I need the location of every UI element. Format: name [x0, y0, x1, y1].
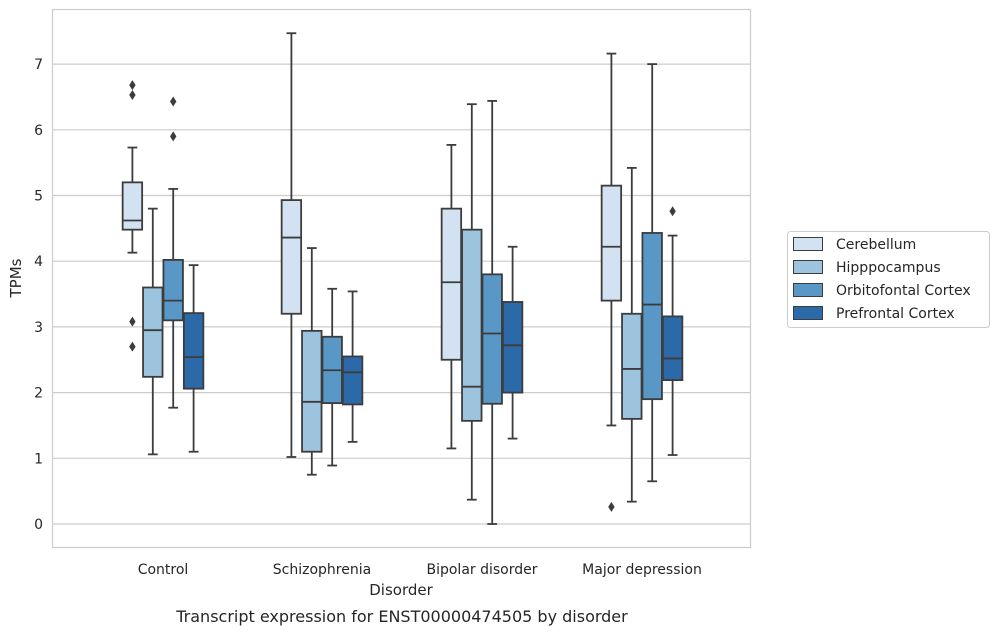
box-iqr [461, 228, 483, 422]
y-axis-label: TPMs [7, 258, 25, 298]
box-iqr [621, 312, 643, 420]
legend-label: Orbitofontal Cortex [836, 283, 971, 299]
outlier-point [170, 131, 177, 142]
outlier-point [129, 89, 136, 100]
box-3-2 [501, 245, 524, 440]
legend-label: Cerebellum [836, 237, 916, 253]
y-tick-label: 2 [34, 386, 43, 402]
box-1-1 [301, 247, 323, 476]
box-1-2 [461, 103, 483, 501]
box-iqr [341, 355, 364, 406]
x-tick-label: Bipolar disorder [426, 562, 537, 578]
box-iqr [182, 312, 205, 390]
box-iqr [661, 315, 684, 382]
y-tick-label: 7 [34, 57, 43, 73]
legend-label: Hipppocampus [836, 260, 941, 276]
y-tick-label: 1 [34, 451, 43, 467]
outlier-point [170, 96, 177, 107]
x-tick-label: Major depression [582, 562, 702, 578]
box-iqr [121, 181, 144, 231]
x-axis-ticks: Control Schizophrenia Bipolar disorder Majo… [138, 562, 702, 578]
box-2-2 [481, 99, 503, 525]
box-iqr [162, 258, 184, 322]
outlier-point [129, 316, 136, 327]
y-tick-label: 0 [34, 517, 43, 533]
box-iqr [641, 232, 663, 401]
box-2-0 [162, 96, 184, 409]
legend-swatch [793, 237, 823, 251]
legend-frame [787, 231, 990, 328]
x-axis-label: Disorder [369, 581, 433, 599]
chart-caption: Transcript expression for ENST0000047450… [175, 607, 628, 626]
outlier-point [669, 206, 676, 217]
box-2-1 [321, 287, 343, 467]
boxes [121, 32, 684, 525]
outlier-point [608, 501, 615, 512]
y-axis-ticks: 0 1 2 3 4 5 6 7 [34, 57, 43, 533]
plot-frame [51, 8, 752, 549]
y-tick-label: 4 [34, 254, 43, 270]
y-tick-label: 6 [34, 123, 43, 139]
box-0-3 [600, 52, 623, 512]
legend: Cerebellum Hipppocampus Orbitofontal Corte… [787, 231, 990, 328]
legend-swatch [793, 306, 823, 320]
box-iqr [600, 184, 623, 302]
box-3-0 [182, 264, 205, 453]
x-tick-label: Schizophrenia [273, 562, 371, 578]
box-1-3 [621, 167, 643, 503]
box-0-0 [121, 80, 144, 352]
outlier-point [129, 80, 136, 91]
box-iqr [280, 199, 303, 315]
y-tick-label: 5 [34, 189, 43, 205]
y-tick-label: 3 [34, 320, 43, 336]
box-1-0 [142, 207, 164, 456]
box-3-1 [341, 290, 364, 443]
outlier-point [129, 341, 136, 352]
legend-swatch [793, 283, 823, 297]
box-iqr [501, 301, 524, 394]
legend-label: Prefrontal Cortex [836, 306, 955, 322]
legend-swatch [793, 260, 823, 274]
x-tick-label: Control [138, 562, 189, 578]
box-3-3 [661, 206, 684, 456]
box-iqr [142, 286, 164, 378]
box-iqr [301, 329, 323, 453]
box-0-1 [280, 32, 303, 458]
box-iqr [440, 207, 463, 361]
box-2-3 [641, 63, 663, 483]
box-0-2 [440, 144, 463, 450]
box-iqr [481, 273, 503, 405]
